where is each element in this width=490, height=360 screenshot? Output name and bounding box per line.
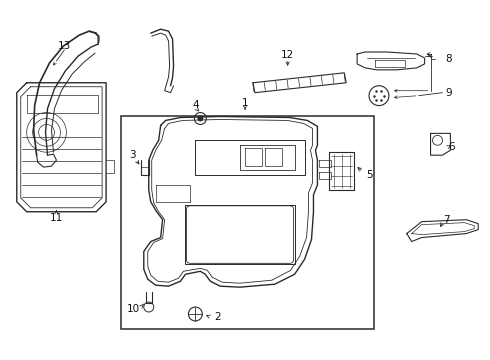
Text: 1: 1 — [242, 98, 248, 108]
Text: 5: 5 — [366, 170, 372, 180]
Text: 8: 8 — [445, 54, 452, 64]
Text: 12: 12 — [281, 50, 294, 60]
Text: 7: 7 — [443, 215, 450, 225]
Text: 11: 11 — [50, 213, 63, 223]
Text: 6: 6 — [448, 142, 455, 152]
Text: 2: 2 — [214, 312, 220, 322]
Text: 10: 10 — [127, 304, 141, 314]
Text: 4: 4 — [192, 100, 199, 109]
Text: 3: 3 — [129, 150, 136, 160]
Circle shape — [197, 116, 203, 121]
Bar — [121, 116, 374, 329]
Text: 9: 9 — [445, 88, 452, 98]
Text: 13: 13 — [58, 41, 71, 51]
